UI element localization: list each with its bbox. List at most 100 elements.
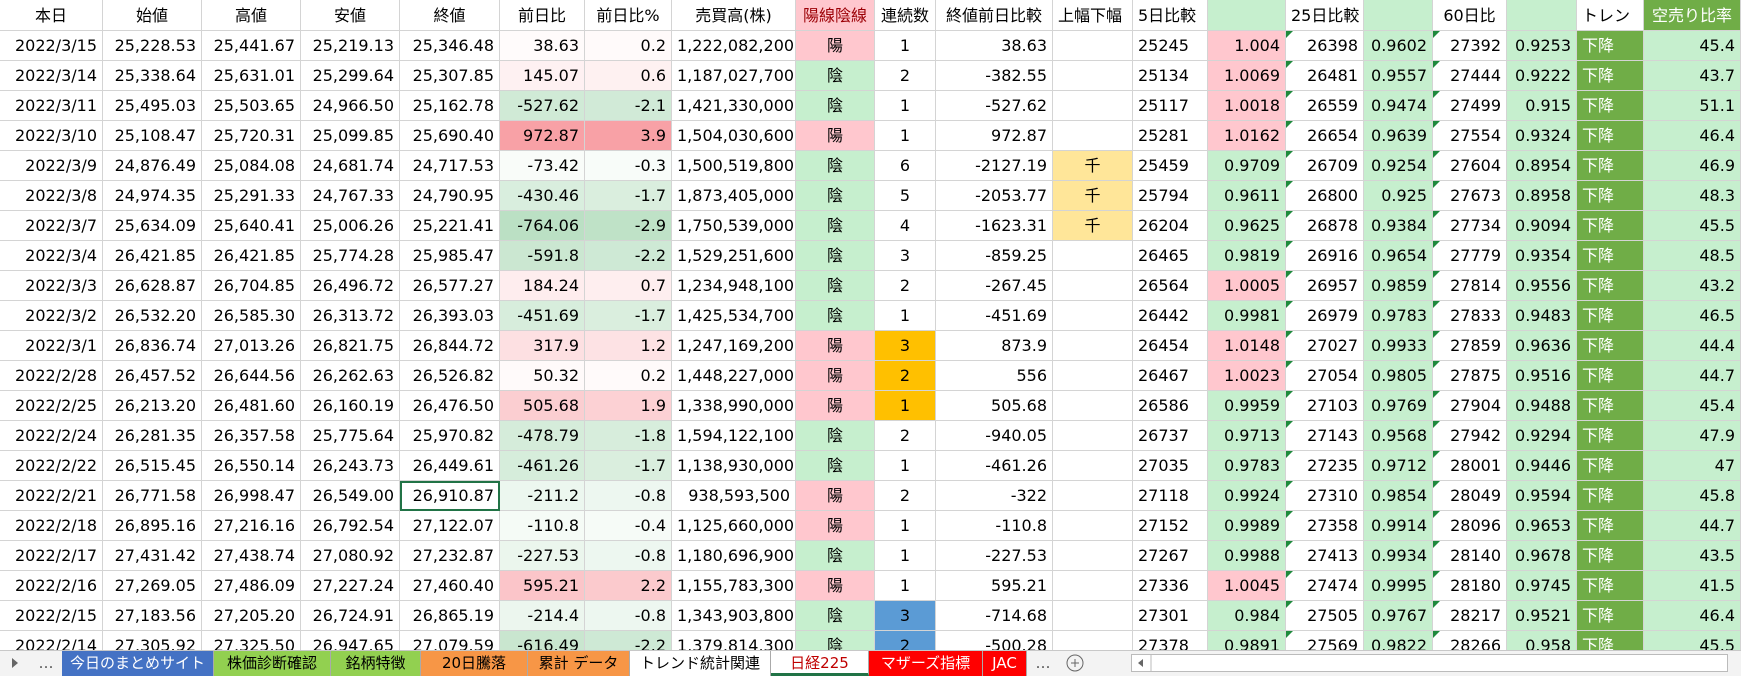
- cell[interactable]: 26,821.75: [301, 331, 400, 361]
- cell[interactable]: 1.0005: [1208, 271, 1286, 301]
- cell[interactable]: -267.45: [936, 271, 1053, 301]
- cell[interactable]: 1,750,539,000: [672, 211, 796, 241]
- cell[interactable]: 26737: [1133, 421, 1208, 451]
- cell[interactable]: [1053, 31, 1133, 61]
- cell[interactable]: 45.5: [1644, 631, 1741, 650]
- cell[interactable]: 2022/3/8: [0, 181, 103, 211]
- cell[interactable]: 25,441.67: [202, 31, 301, 61]
- cell[interactable]: 27569: [1286, 631, 1364, 650]
- cell[interactable]: -451.69: [936, 301, 1053, 331]
- cell[interactable]: 26979: [1286, 301, 1364, 331]
- tab-scroll-right[interactable]: [0, 651, 30, 675]
- cell[interactable]: 26,724.91: [301, 601, 400, 631]
- cell[interactable]: 27,325.50: [202, 631, 301, 650]
- cell[interactable]: 0.9924: [1208, 481, 1286, 511]
- cell[interactable]: 0.8958: [1507, 181, 1577, 211]
- cell[interactable]: 1,187,027,700: [672, 61, 796, 91]
- cell[interactable]: -2.1: [585, 91, 672, 121]
- cell[interactable]: 47: [1644, 451, 1741, 481]
- cell[interactable]: 25,631.01: [202, 61, 301, 91]
- cell[interactable]: 27,122.07: [400, 511, 500, 541]
- cell[interactable]: 26,771.58: [103, 481, 202, 511]
- cell[interactable]: 25,720.31: [202, 121, 301, 151]
- cell[interactable]: 0.9805: [1364, 361, 1433, 391]
- cell[interactable]: 下降: [1577, 391, 1644, 421]
- cell[interactable]: 2022/2/24: [0, 421, 103, 451]
- cell[interactable]: 0.9594: [1507, 481, 1577, 511]
- cell[interactable]: 下降: [1577, 91, 1644, 121]
- cell[interactable]: 25,970.82: [400, 421, 500, 451]
- cell[interactable]: -764.06: [500, 211, 585, 241]
- cell[interactable]: 下降: [1577, 301, 1644, 331]
- cell[interactable]: 27904: [1433, 391, 1507, 421]
- cell[interactable]: 38.63: [936, 31, 1053, 61]
- cell[interactable]: 1: [875, 511, 936, 541]
- cell[interactable]: 1,425,534,700: [672, 301, 796, 331]
- cell[interactable]: 26,865.19: [400, 601, 500, 631]
- cell[interactable]: 27035: [1133, 451, 1208, 481]
- cell[interactable]: 陰: [796, 451, 875, 481]
- cell[interactable]: 1,180,696,900: [672, 541, 796, 571]
- cell[interactable]: 下降: [1577, 181, 1644, 211]
- cell[interactable]: 45.5: [1644, 211, 1741, 241]
- cell[interactable]: 26467: [1133, 361, 1208, 391]
- cell[interactable]: -500.28: [936, 631, 1053, 650]
- cell[interactable]: -461.26: [936, 451, 1053, 481]
- cell[interactable]: 0.9324: [1507, 121, 1577, 151]
- cell[interactable]: 26,213.20: [103, 391, 202, 421]
- cell[interactable]: 26,910.87: [400, 481, 500, 511]
- cell[interactable]: 2022/2/15: [0, 601, 103, 631]
- cell[interactable]: 26,895.16: [103, 511, 202, 541]
- cell[interactable]: 0.9767: [1364, 601, 1433, 631]
- cell[interactable]: 25,221.41: [400, 211, 500, 241]
- cell[interactable]: 27413: [1286, 541, 1364, 571]
- cell[interactable]: 25,299.64: [301, 61, 400, 91]
- cell[interactable]: 1,594,122,100: [672, 421, 796, 451]
- cell[interactable]: 26,704.85: [202, 271, 301, 301]
- cell[interactable]: 27,205.20: [202, 601, 301, 631]
- cell[interactable]: [1053, 271, 1133, 301]
- cell[interactable]: [1053, 451, 1133, 481]
- cell[interactable]: 陰: [796, 601, 875, 631]
- cell[interactable]: 26,585.30: [202, 301, 301, 331]
- cell[interactable]: 27,305.92: [103, 631, 202, 650]
- cell[interactable]: 26654: [1286, 121, 1364, 151]
- cell[interactable]: 505.68: [500, 391, 585, 421]
- cell[interactable]: 0.9222: [1507, 61, 1577, 91]
- cell[interactable]: 1,448,227,000: [672, 361, 796, 391]
- cell[interactable]: 0.9712: [1364, 451, 1433, 481]
- cell[interactable]: 0.2: [585, 31, 672, 61]
- cell[interactable]: 1,222,082,200: [672, 31, 796, 61]
- cell[interactable]: 26709: [1286, 151, 1364, 181]
- cell[interactable]: 0.9959: [1208, 391, 1286, 421]
- cell[interactable]: -322: [936, 481, 1053, 511]
- cell[interactable]: 0.9254: [1364, 151, 1433, 181]
- cell[interactable]: 27152: [1133, 511, 1208, 541]
- cell[interactable]: -1.7: [585, 301, 672, 331]
- cell[interactable]: 938,593,500: [672, 481, 796, 511]
- cell[interactable]: 0.9678: [1507, 541, 1577, 571]
- cell[interactable]: 26442: [1133, 301, 1208, 331]
- cell[interactable]: 24,767.33: [301, 181, 400, 211]
- cell[interactable]: 0.984: [1208, 601, 1286, 631]
- cell[interactable]: 27118: [1133, 481, 1208, 511]
- cell[interactable]: 25,774.28: [301, 241, 400, 271]
- cell[interactable]: 28049: [1433, 481, 1507, 511]
- cell[interactable]: 27673: [1433, 181, 1507, 211]
- cell[interactable]: 44.7: [1644, 361, 1741, 391]
- cell[interactable]: 下降: [1577, 211, 1644, 241]
- cell[interactable]: 25,690.40: [400, 121, 500, 151]
- cell[interactable]: 陰: [796, 151, 875, 181]
- cell[interactable]: 5: [875, 181, 936, 211]
- cell[interactable]: 25245: [1133, 31, 1208, 61]
- cell[interactable]: 0.9745: [1507, 571, 1577, 601]
- cell[interactable]: 下降: [1577, 271, 1644, 301]
- cell[interactable]: 1: [875, 301, 936, 331]
- cell[interactable]: 0.9294: [1507, 421, 1577, 451]
- cell[interactable]: 28001: [1433, 451, 1507, 481]
- sheet-tab[interactable]: 累計 データ: [528, 651, 630, 676]
- cell[interactable]: 28266: [1433, 631, 1507, 650]
- sheet-tab[interactable]: 今日のまとめサイト: [62, 651, 214, 676]
- cell[interactable]: 24,876.49: [103, 151, 202, 181]
- cell[interactable]: 0.9557: [1364, 61, 1433, 91]
